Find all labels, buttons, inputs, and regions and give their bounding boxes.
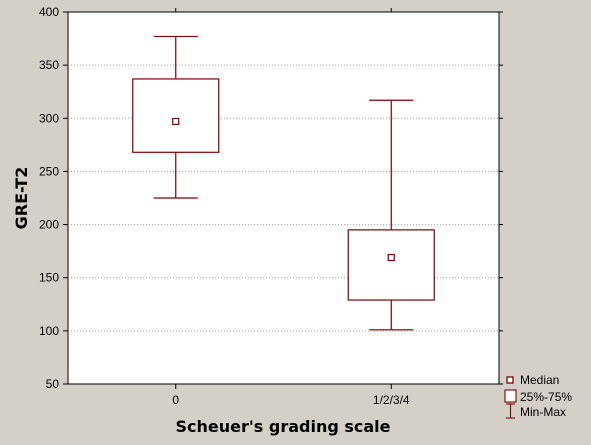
x-tick-label: 1/2/3/4: [373, 393, 410, 407]
x-axis-title: Scheuer's grading scale: [175, 417, 390, 436]
legend-whisker-marker: [506, 403, 515, 419]
x-tick-label: 0: [172, 393, 179, 407]
legend-box-label: 25%-75%: [520, 390, 572, 404]
legend-box-marker: [504, 389, 517, 403]
box-group: [132, 35, 220, 199]
median-marker: [387, 253, 395, 262]
iqr-box: [347, 229, 435, 301]
median-marker: [172, 117, 180, 126]
plot-area: [67, 11, 500, 385]
y-tick-label: 100: [39, 324, 59, 338]
legend-median-label: Median: [520, 373, 559, 387]
y-tick-label: 50: [46, 377, 60, 391]
y-axis-title: GRE-T2: [12, 167, 31, 230]
y-tick-label: 400: [39, 5, 59, 19]
y-axis-ticks: 50 100 150 200 250 300 350 400: [39, 5, 503, 391]
y-tick-label: 150: [39, 271, 59, 285]
box-group: [347, 99, 435, 331]
y-tick-label: 250: [39, 164, 59, 178]
legend-median-marker: [506, 376, 514, 384]
iqr-box: [132, 78, 220, 153]
y-tick-label: 300: [39, 111, 59, 125]
y-tick-label: 350: [39, 58, 59, 72]
box-series: [132, 35, 435, 331]
x-axis-ticks: 0 1/2/3/4: [172, 8, 410, 407]
y-tick-label: 200: [39, 218, 59, 232]
legend-whisker-label: Min-Max: [520, 405, 566, 419]
legend: Median 25%-75% Min-Max: [504, 373, 572, 419]
